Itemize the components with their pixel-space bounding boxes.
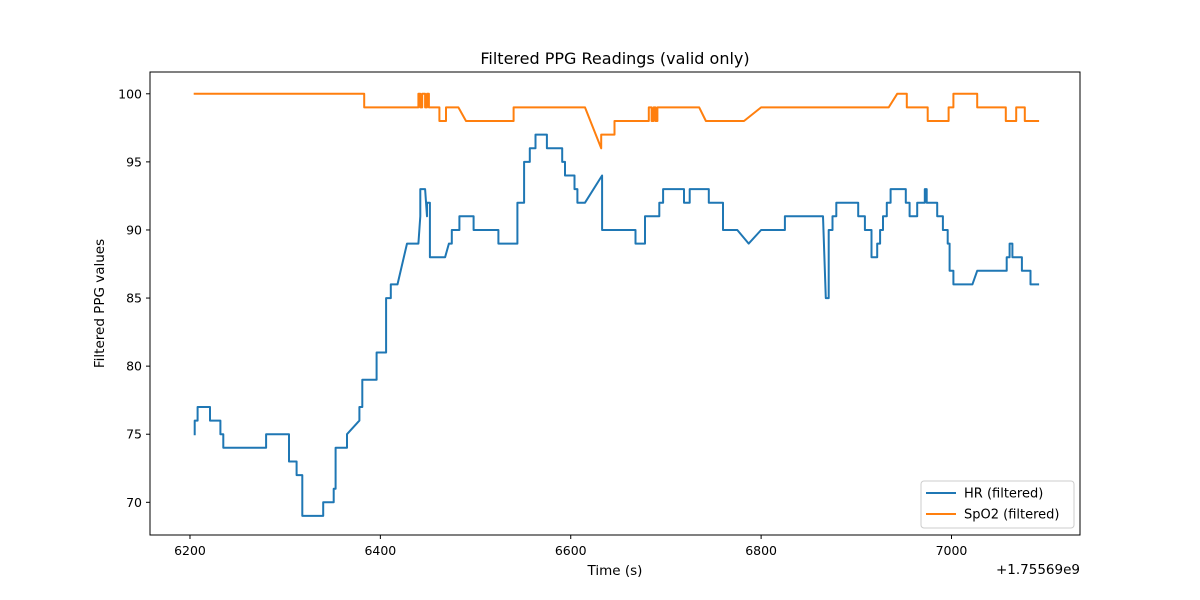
x-axis-label: Time (s) [587, 563, 643, 579]
spo2-series-line [193, 92, 1040, 150]
x-tick-label: 6200 [174, 543, 206, 558]
hr-series-line [193, 133, 1040, 517]
plot-area [150, 72, 1080, 535]
y-tick-label: 85 [126, 291, 142, 306]
x-tick-label: 6800 [745, 543, 777, 558]
legend-label-hr: HR (filtered) [964, 487, 1043, 502]
y-tick-label: 70 [126, 495, 142, 510]
y-axis: 70 75 80 85 90 95 100 [118, 86, 150, 510]
x-tick-label: 6600 [555, 543, 587, 558]
y-axis-label: Filtered PPG values [92, 239, 108, 368]
y-tick-label: 75 [126, 427, 142, 442]
x-axis: 6200 6400 6600 6800 7000 [174, 535, 967, 558]
legend-box [920, 480, 1075, 529]
y-tick-label: 95 [126, 154, 142, 169]
plot-frame [149, 71, 1081, 536]
y-tick-label: 80 [126, 359, 142, 374]
y-tick-label: 90 [126, 222, 142, 237]
legend: HR (filtered) SpO2 (filtered) [920, 480, 1075, 529]
x-tick-label: 6400 [364, 543, 396, 558]
x-axis-offset-label: +1.75569e9 [996, 562, 1080, 578]
series-layer [193, 92, 1040, 517]
y-tick-label: 100 [118, 86, 142, 101]
x-tick-label: 7000 [936, 543, 968, 558]
legend-label-spo2: SpO2 (filtered) [964, 508, 1060, 523]
chart-title: Filtered PPG Readings (valid only) [480, 49, 749, 68]
